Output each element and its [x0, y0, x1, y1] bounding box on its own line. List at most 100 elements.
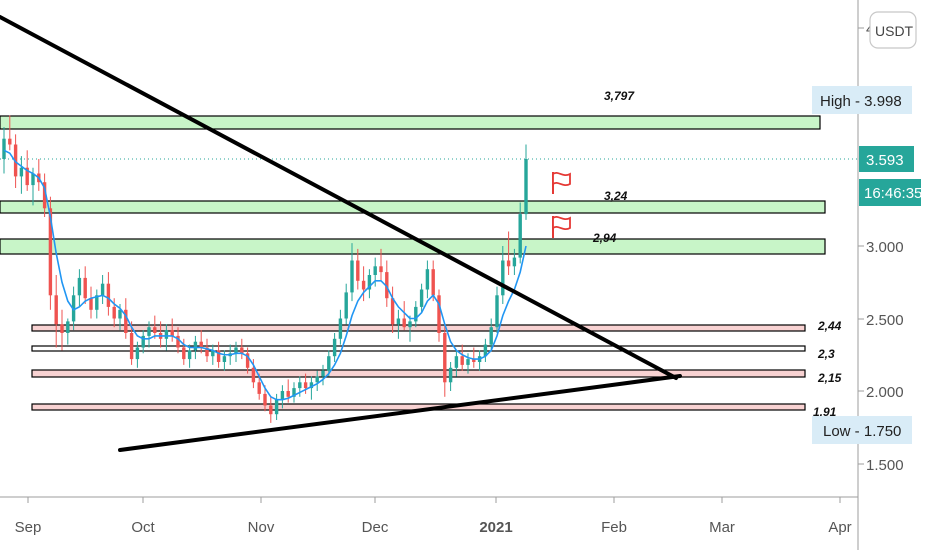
- candle-body: [356, 260, 360, 281]
- candle-body: [118, 309, 122, 319]
- candle-body: [71, 295, 76, 322]
- candle-body: [431, 269, 435, 296]
- low-badge-text: Low - 1.750: [823, 423, 901, 440]
- candle-body: [263, 393, 267, 406]
- countdown-badge-bg: [859, 179, 921, 206]
- candle-body: [402, 318, 406, 328]
- y-tick-label: 2.500: [866, 312, 904, 329]
- zone-label: 2,15: [817, 371, 842, 385]
- currency-selector[interactable]: USDT: [869, 11, 917, 49]
- flag-marker[interactable]: [552, 215, 571, 238]
- candle-body: [176, 335, 180, 348]
- zone-label: 1,91: [813, 405, 837, 419]
- candle-body: [251, 367, 256, 383]
- candle-body: [8, 138, 12, 145]
- zone-rect-294[interactable]: [0, 238, 826, 255]
- candle-body: [48, 208, 53, 296]
- x-tick-label: Dec: [362, 519, 389, 536]
- candle-body: [106, 283, 111, 307]
- candle-body: [124, 309, 128, 333]
- candle-body: [280, 391, 285, 400]
- candle-body: [460, 356, 464, 365]
- candle-body: [42, 182, 47, 209]
- candle-body: [338, 318, 343, 339]
- candle-body: [437, 295, 441, 333]
- y-tick-label: 1.500: [866, 457, 904, 474]
- candle-body: [367, 275, 372, 290]
- candle-body: [425, 269, 430, 290]
- candle-body: [141, 335, 145, 348]
- x-tick-label: Feb: [601, 519, 627, 536]
- candle-body: [54, 295, 58, 325]
- candle-body: [501, 260, 505, 296]
- zone-rect-244[interactable]: [31, 324, 806, 332]
- zone-label: 2,94: [592, 231, 617, 245]
- candle-body: [385, 272, 389, 299]
- x-tick-label: Oct: [131, 519, 155, 536]
- last-badge-bg: [859, 146, 914, 172]
- zone-labels: 3,797 3,24 2,94 2,44 2,3 2,15 1,91: [592, 89, 842, 419]
- candle-body: [205, 347, 209, 357]
- zone-rect-23[interactable]: [31, 345, 806, 352]
- x-tick-label: Sep: [15, 519, 42, 536]
- candle-body: [77, 277, 82, 296]
- candle-body: [373, 266, 377, 275]
- candle-body: [187, 350, 192, 360]
- zone-label: 2,44: [817, 319, 842, 333]
- candle-body: [245, 353, 250, 368]
- low-badge-bg: [812, 416, 912, 444]
- candle-body: [83, 277, 87, 299]
- candle-body: [512, 257, 517, 267]
- currency-badge-text: USDT: [875, 23, 914, 39]
- zone-label: 3,24: [604, 189, 628, 203]
- low-price-badge: Low - 1.750: [812, 416, 912, 444]
- candle-body: [321, 370, 325, 377]
- zone-rect-324[interactable]: [0, 200, 826, 214]
- candle-body: [234, 347, 238, 354]
- flag-marker[interactable]: [552, 171, 571, 194]
- candle-body: [524, 159, 528, 215]
- candle-body: [454, 356, 459, 368]
- x-tick-label: Mar: [709, 519, 735, 536]
- candle-body: [199, 341, 203, 348]
- candle-body: [472, 359, 476, 362]
- zone-label: 3,797: [604, 89, 635, 103]
- y-tick-label: 3.000: [866, 239, 904, 256]
- candle-body: [483, 344, 488, 357]
- x-tick-label: Nov: [248, 519, 275, 536]
- candle-body: [135, 347, 140, 360]
- candle-body: [13, 144, 18, 177]
- moving-average-line: [3, 149, 527, 401]
- candle-body: [89, 298, 93, 310]
- candle-body: [315, 376, 319, 383]
- last-badge-text: 3.593: [866, 152, 904, 169]
- candle-body: [303, 382, 308, 389]
- zone-rect-3797[interactable]: [0, 115, 821, 130]
- candle-body: [419, 289, 424, 307]
- candle-body: [332, 338, 337, 357]
- ascending-trendline[interactable]: [118, 374, 682, 452]
- candle-body: [274, 399, 279, 415]
- candle-body: [344, 292, 348, 319]
- candlestick-series: [2, 115, 528, 423]
- zone-rect-215[interactable]: [31, 369, 806, 378]
- candle-body: [414, 306, 418, 322]
- candle-body: [216, 350, 221, 362]
- candle-body: [170, 330, 174, 336]
- candle-body: [25, 167, 29, 186]
- candle-body: [19, 167, 24, 177]
- candle-body: [222, 356, 227, 362]
- currency-badge-bg[interactable]: [869, 11, 917, 49]
- trendlines: [0, 15, 682, 452]
- candle-body: [211, 350, 215, 357]
- candle-body: [269, 405, 273, 415]
- candle-body: [193, 341, 198, 351]
- candle-body: [506, 260, 511, 267]
- candle-body: [60, 324, 64, 333]
- candle-body: [298, 382, 302, 389]
- candle-body: [66, 321, 70, 333]
- descending-trendline[interactable]: [0, 15, 678, 380]
